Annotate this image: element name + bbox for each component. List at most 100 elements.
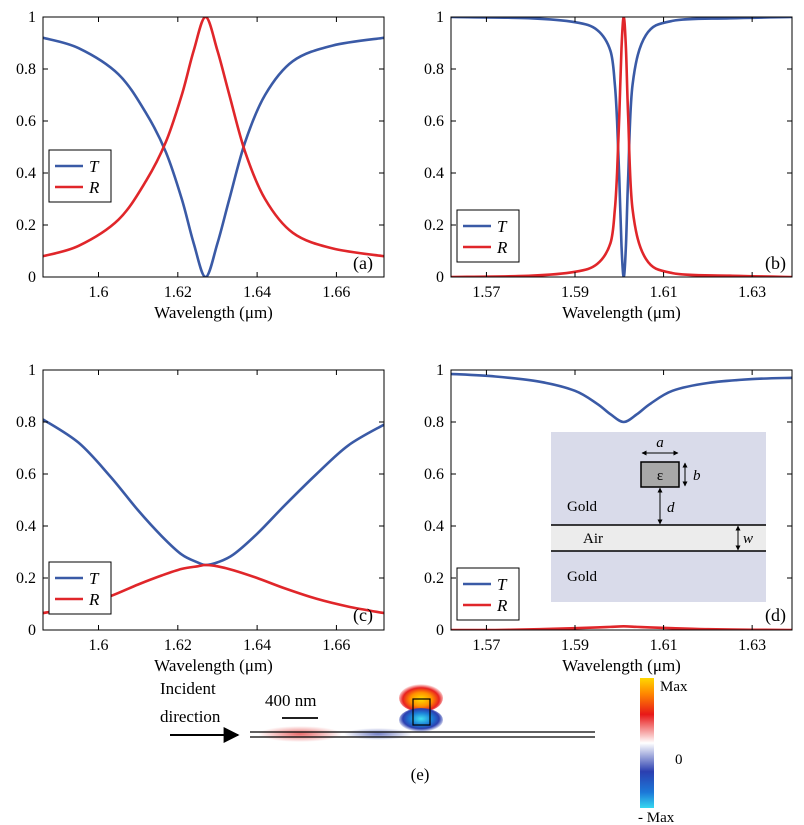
y-tick-label: 0.4 bbox=[424, 165, 444, 182]
x-axis-label: Wavelength (μm) bbox=[562, 656, 681, 675]
plot-frame bbox=[450, 369, 793, 631]
y-tick-label: 1 bbox=[28, 9, 36, 26]
y-tick-label: 0.6 bbox=[424, 113, 444, 130]
series-line-T bbox=[43, 418, 384, 567]
x-tick-label: 1.64 bbox=[243, 637, 271, 654]
panel-e-label: (e) bbox=[411, 765, 430, 784]
field-lobe-negative bbox=[344, 728, 412, 740]
hotspot-negative bbox=[399, 708, 443, 732]
y-tick-label: 1 bbox=[436, 9, 444, 26]
colorbar-min-label: - Max bbox=[638, 810, 675, 825]
x-tick-label: 1.6 bbox=[89, 284, 109, 301]
y-tick-label: 0.8 bbox=[16, 414, 36, 431]
x-tick-label: 1.62 bbox=[164, 284, 192, 301]
hotspot-positive bbox=[399, 684, 443, 712]
panel-label: (a) bbox=[353, 253, 373, 274]
legend-box bbox=[456, 209, 520, 263]
x-tick-label: 1.63 bbox=[738, 637, 766, 654]
y-tick-label: 0.6 bbox=[16, 466, 36, 483]
a-label: a bbox=[656, 435, 664, 451]
panel-e: Incident direction 400 nm (e) Max 0 - Ma… bbox=[160, 678, 688, 825]
x-axis-label: Wavelength (μm) bbox=[154, 656, 273, 675]
series-line-R bbox=[451, 625, 792, 630]
plot-frame bbox=[42, 16, 385, 278]
gold-top-label: Gold bbox=[567, 499, 598, 515]
colorbar-max-label: Max bbox=[660, 679, 688, 695]
series-line-T bbox=[451, 17, 792, 277]
y-tick-label: 1 bbox=[436, 362, 444, 379]
incident-label-line2: direction bbox=[160, 707, 221, 726]
y-tick-label: 0 bbox=[436, 622, 444, 639]
panel-b: 0 0.2 0.4 0.6 0.8 1 1.57 1.59 1.61 1.63 Wavelength… bbox=[424, 9, 793, 322]
panel-label: (d) bbox=[765, 605, 786, 626]
y-tick-label: 0.2 bbox=[16, 217, 36, 234]
gold-bottom-label: Gold bbox=[567, 569, 598, 585]
legend-label-T: T bbox=[89, 569, 100, 588]
series-line-R bbox=[43, 17, 384, 258]
y-tick-label: 0.6 bbox=[424, 466, 444, 483]
b-label: b bbox=[693, 468, 701, 484]
x-tick-label: 1.59 bbox=[561, 284, 589, 301]
x-tick-label: 1.57 bbox=[472, 284, 500, 301]
x-tick-label: 1.62 bbox=[164, 637, 192, 654]
panel-a: 0 0.2 0.4 0.6 0.8 1 1.6 1.62 1.64 1.66 Wavelength … bbox=[16, 9, 385, 322]
x-tick-label: 1.64 bbox=[243, 284, 271, 301]
x-tick-label: 1.66 bbox=[322, 284, 350, 301]
x-tick-label: 1.59 bbox=[561, 637, 589, 654]
resonator-outline bbox=[412, 698, 431, 726]
x-tick-label: 1.63 bbox=[738, 284, 766, 301]
air-gap bbox=[551, 525, 766, 551]
epsilon-label: ε bbox=[657, 468, 663, 484]
legend-label-T: T bbox=[497, 575, 508, 594]
legend-label-R: R bbox=[88, 178, 100, 197]
x-tick-label: 1.57 bbox=[472, 637, 500, 654]
x-tick-label: 1.66 bbox=[322, 637, 350, 654]
plot-frame bbox=[42, 369, 385, 631]
panel-d: 0 0.2 0.4 0.6 0.8 1 1.57 1.59 1.61 1.63 Wavelength… bbox=[424, 362, 793, 675]
legend-label-R: R bbox=[88, 590, 100, 609]
y-tick-label: 0.6 bbox=[16, 113, 36, 130]
y-tick-label: 0.4 bbox=[16, 518, 36, 535]
legend-box bbox=[456, 567, 520, 621]
y-tick-label: 0.8 bbox=[16, 61, 36, 78]
d-label: d bbox=[667, 500, 675, 516]
incident-label-line1: Incident bbox=[160, 679, 216, 698]
y-tick-label: 0 bbox=[28, 622, 36, 639]
series-line-R bbox=[451, 17, 792, 277]
plot-frame bbox=[450, 16, 793, 278]
y-tick-label: 0.2 bbox=[424, 570, 444, 587]
legend-label-R: R bbox=[496, 596, 508, 615]
panel-c: 0 0.2 0.4 0.6 0.8 1 1.6 1.62 1.64 1.66 Wavelength … bbox=[16, 362, 385, 675]
y-tick-label: 0.2 bbox=[16, 570, 36, 587]
colorbar-zero-label: 0 bbox=[675, 752, 683, 768]
x-tick-label: 1.61 bbox=[650, 637, 678, 654]
air-label: Air bbox=[583, 531, 603, 547]
w-label: w bbox=[743, 531, 753, 547]
legend-label-T: T bbox=[89, 157, 100, 176]
y-tick-label: 0.4 bbox=[424, 518, 444, 535]
field-lobe-positive bbox=[258, 726, 342, 742]
series-line-T bbox=[451, 372, 792, 424]
y-tick-label: 0 bbox=[28, 269, 36, 286]
panel-label: (b) bbox=[765, 253, 786, 274]
legend-box bbox=[48, 149, 112, 203]
scale-bar-label: 400 nm bbox=[265, 691, 316, 710]
resonator-block bbox=[640, 461, 680, 488]
y-tick-label: 1 bbox=[28, 362, 36, 379]
y-tick-label: 0 bbox=[436, 269, 444, 286]
panel-label: (c) bbox=[353, 605, 373, 626]
colorbar bbox=[640, 678, 654, 808]
y-tick-label: 0.8 bbox=[424, 61, 444, 78]
y-tick-label: 0.4 bbox=[16, 165, 36, 182]
legend-label-R: R bbox=[496, 238, 508, 257]
series-line-R bbox=[43, 563, 384, 615]
x-axis-label: Wavelength (μm) bbox=[154, 303, 273, 322]
legend-box bbox=[48, 561, 112, 615]
y-tick-label: 0.2 bbox=[424, 217, 444, 234]
legend-label-T: T bbox=[497, 217, 508, 236]
x-tick-label: 1.61 bbox=[650, 284, 678, 301]
x-tick-label: 1.6 bbox=[89, 637, 109, 654]
x-axis-label: Wavelength (μm) bbox=[562, 303, 681, 322]
series-line-T bbox=[43, 36, 384, 277]
